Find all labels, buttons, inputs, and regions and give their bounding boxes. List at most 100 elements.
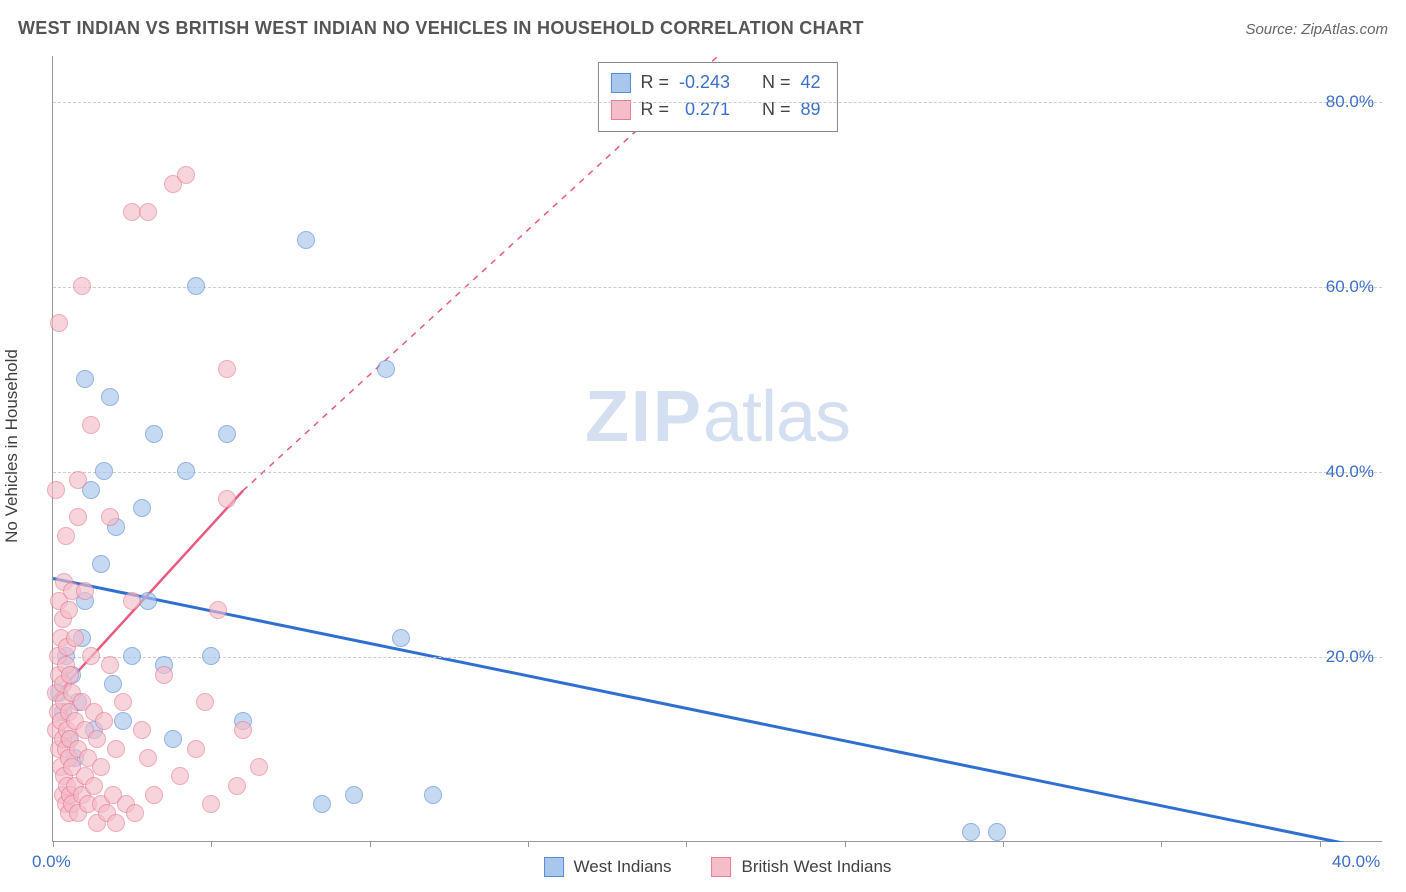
legend-swatch-1 xyxy=(544,857,564,877)
xtick xyxy=(370,841,371,847)
legend-item-2: British West Indians xyxy=(712,857,892,877)
scatter-point xyxy=(101,388,119,406)
source-label: Source: ZipAtlas.com xyxy=(1245,21,1388,38)
scatter-point xyxy=(187,740,205,758)
scatter-point xyxy=(73,277,91,295)
scatter-point xyxy=(76,582,94,600)
gridline xyxy=(53,287,1382,288)
xtick xyxy=(845,841,846,847)
watermark-atlas: atlas xyxy=(703,377,850,457)
scatter-point xyxy=(47,481,65,499)
scatter-point xyxy=(988,823,1006,841)
scatter-point xyxy=(145,425,163,443)
scatter-point xyxy=(228,777,246,795)
x-start-label: 0.0% xyxy=(32,852,71,872)
scatter-point xyxy=(392,629,410,647)
scatter-point xyxy=(424,786,442,804)
scatter-point xyxy=(250,758,268,776)
ytick-label: 60.0% xyxy=(1326,277,1374,297)
scatter-point xyxy=(377,360,395,378)
r-value-1: -0.243 xyxy=(679,69,730,96)
scatter-point xyxy=(962,823,980,841)
scatter-point xyxy=(76,370,94,388)
scatter-point xyxy=(133,499,151,517)
scatter-point xyxy=(123,592,141,610)
stats-row-1: R = -0.243 N = 42 xyxy=(610,69,820,96)
xtick xyxy=(211,841,212,847)
scatter-point xyxy=(61,666,79,684)
gridline xyxy=(53,102,1382,103)
scatter-point xyxy=(164,730,182,748)
n-label: N = xyxy=(762,69,791,96)
scatter-point xyxy=(82,647,100,665)
r-value-2: 0.271 xyxy=(685,96,730,123)
y-axis-label: No Vehicles in Household xyxy=(2,349,22,543)
watermark-zip: ZIP xyxy=(585,377,703,457)
scatter-point xyxy=(101,508,119,526)
n-label: N = xyxy=(762,96,791,123)
scatter-point xyxy=(177,166,195,184)
scatter-point xyxy=(139,592,157,610)
plot-area: ZIPatlas R = -0.243 N = 42 R = 0.271 N =… xyxy=(52,56,1382,842)
legend-item-1: West Indians xyxy=(544,857,672,877)
scatter-point xyxy=(133,721,151,739)
scatter-point xyxy=(155,666,173,684)
xtick xyxy=(53,841,54,847)
scatter-point xyxy=(209,601,227,619)
scatter-point xyxy=(60,601,78,619)
ytick-label: 40.0% xyxy=(1326,462,1374,482)
scatter-point xyxy=(101,656,119,674)
scatter-point xyxy=(126,804,144,822)
ytick-label: 20.0% xyxy=(1326,647,1374,667)
scatter-point xyxy=(187,277,205,295)
scatter-point xyxy=(95,712,113,730)
swatch-series-1 xyxy=(610,73,630,93)
scatter-point xyxy=(313,795,331,813)
scatter-point xyxy=(107,740,125,758)
scatter-point xyxy=(202,795,220,813)
scatter-point xyxy=(202,647,220,665)
bottom-legend: West Indians British West Indians xyxy=(544,857,892,877)
scatter-point xyxy=(139,203,157,221)
title-bar: WEST INDIAN VS BRITISH WEST INDIAN NO VE… xyxy=(18,18,1388,39)
scatter-point xyxy=(114,712,132,730)
scatter-point xyxy=(85,777,103,795)
scatter-point xyxy=(50,314,68,332)
legend-label-1: West Indians xyxy=(574,857,672,877)
scatter-point xyxy=(104,675,122,693)
chart-title: WEST INDIAN VS BRITISH WEST INDIAN NO VE… xyxy=(18,18,864,39)
scatter-point xyxy=(69,508,87,526)
xtick xyxy=(686,841,687,847)
gridline xyxy=(53,657,1382,658)
scatter-point xyxy=(92,758,110,776)
scatter-point xyxy=(57,527,75,545)
scatter-point xyxy=(177,462,195,480)
r-label: R = xyxy=(640,69,669,96)
scatter-point xyxy=(234,721,252,739)
ytick-label: 80.0% xyxy=(1326,92,1374,112)
xtick xyxy=(1320,841,1321,847)
xtick xyxy=(1161,841,1162,847)
xtick xyxy=(528,841,529,847)
scatter-point xyxy=(107,814,125,832)
stats-box: R = -0.243 N = 42 R = 0.271 N = 89 xyxy=(597,62,837,132)
scatter-point xyxy=(171,767,189,785)
stats-row-2: R = 0.271 N = 89 xyxy=(610,96,820,123)
scatter-point xyxy=(88,730,106,748)
scatter-point xyxy=(218,425,236,443)
scatter-point xyxy=(145,786,163,804)
scatter-point xyxy=(66,629,84,647)
scatter-point xyxy=(92,555,110,573)
scatter-point xyxy=(218,360,236,378)
x-end-label: 40.0% xyxy=(1332,852,1380,872)
scatter-point xyxy=(69,471,87,489)
scatter-point xyxy=(95,462,113,480)
gridline xyxy=(53,472,1382,473)
watermark: ZIPatlas xyxy=(585,376,850,458)
scatter-point xyxy=(139,749,157,767)
scatter-point xyxy=(123,647,141,665)
scatter-point xyxy=(196,693,214,711)
r-label: R = xyxy=(640,96,669,123)
n-value-2: 89 xyxy=(801,96,821,123)
trend-lines xyxy=(53,56,1383,842)
